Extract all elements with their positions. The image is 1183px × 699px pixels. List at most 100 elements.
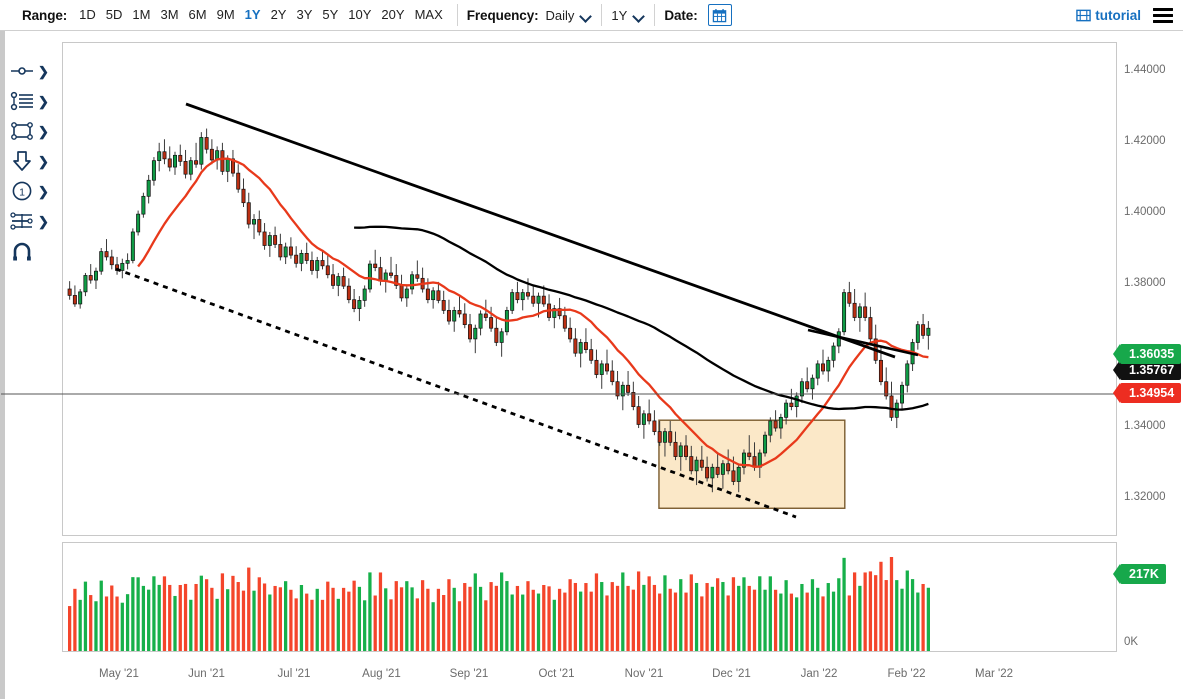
volume-bar	[131, 577, 135, 651]
date-label: Date:	[664, 7, 698, 23]
volume-bar	[837, 578, 841, 651]
short-trendline[interactable]	[807, 328, 919, 357]
candle-body	[557, 308, 562, 317]
magnet-tool[interactable]	[8, 238, 58, 264]
range-button-5y[interactable]: 5Y	[322, 7, 339, 22]
candle-body	[325, 265, 330, 276]
volume-bar	[531, 589, 535, 651]
candle-body	[157, 151, 162, 162]
candle-body	[294, 254, 299, 264]
arrow-tool[interactable]: ❯	[8, 148, 58, 174]
volume-bar	[294, 598, 298, 651]
candle-body	[494, 327, 499, 343]
candle-body	[151, 160, 156, 181]
range-button-1m[interactable]: 1M	[132, 7, 151, 22]
volume-bar	[605, 595, 609, 651]
range-button-10y[interactable]: 10Y	[348, 7, 372, 22]
volume-bar	[478, 586, 483, 651]
upper-descending-trendline[interactable]	[185, 102, 896, 359]
volume-bar	[320, 599, 325, 651]
candle-body	[589, 349, 594, 361]
volume-bar	[426, 588, 430, 651]
volume-bar	[579, 591, 583, 651]
volume-bar	[689, 574, 693, 651]
date-tick-label: Oct '21	[538, 668, 575, 680]
volume-bar	[168, 584, 172, 651]
chevron-right-icon: ❯	[38, 63, 49, 79]
range-button-1d[interactable]: 1D	[79, 7, 96, 22]
candle-body	[441, 300, 446, 311]
text-annotation-tool[interactable]: ❯	[8, 88, 58, 114]
volume-axis[interactable]: 217K 0K	[1113, 542, 1183, 652]
svg-text:1: 1	[19, 186, 25, 198]
candle-body	[473, 327, 478, 340]
frequency-select[interactable]: Daily	[546, 8, 593, 23]
candle-body	[167, 158, 172, 168]
volume-bar	[763, 589, 767, 651]
volume-bar	[226, 589, 230, 651]
candle-body	[67, 288, 72, 296]
range-button-1y[interactable]: 1Y	[244, 7, 261, 22]
hamburger-icon[interactable]	[1153, 7, 1173, 23]
candle-body	[336, 276, 341, 286]
range-button-2y[interactable]: 2Y	[270, 7, 287, 22]
film-icon	[1076, 9, 1092, 21]
candle-body	[626, 384, 631, 393]
volume-bar	[621, 572, 625, 651]
number-marker-tool[interactable]: 1 ❯	[8, 178, 58, 204]
volume-bar	[357, 586, 362, 651]
candle-body	[763, 434, 768, 454]
candle-body	[784, 402, 789, 418]
candle-body	[657, 431, 662, 443]
volume-bar	[758, 576, 762, 651]
volume-chart-panel[interactable]	[62, 542, 1117, 652]
frequency-label: Frequency:	[466, 7, 539, 23]
range-button-9m[interactable]: 9M	[216, 7, 235, 22]
volume-bar	[726, 595, 730, 651]
volume-bar	[210, 587, 214, 651]
volume-bar	[852, 572, 857, 651]
volume-bar	[89, 595, 93, 651]
candle-body	[104, 251, 109, 258]
chevron-right-icon: ❯	[38, 93, 49, 109]
volume-bar	[257, 577, 261, 651]
candle-body	[109, 256, 114, 266]
lower-descending-trendline[interactable]	[115, 267, 797, 519]
range-button-3y[interactable]: 3Y	[296, 7, 313, 22]
volume-bar	[905, 570, 909, 651]
volume-bar	[373, 595, 377, 651]
toolbar-divider-1	[456, 4, 458, 26]
volume-bar	[510, 594, 514, 651]
range-button-max[interactable]: MAX	[414, 7, 443, 22]
range-button-5d[interactable]: 5D	[105, 7, 123, 22]
hidden-price-tag: 1.35767	[1113, 360, 1182, 381]
candle-body	[331, 274, 336, 286]
candle-body	[652, 420, 657, 432]
line-tool[interactable]: ❯	[8, 58, 58, 84]
calendar-icon[interactable]	[707, 4, 732, 26]
volume-bar	[515, 585, 520, 651]
range-button-3m[interactable]: 3M	[160, 7, 179, 22]
left-scroll-strip[interactable]	[0, 31, 5, 699]
range-button-6m[interactable]: 6M	[188, 7, 207, 22]
volume-bar	[452, 587, 456, 651]
candle-body	[357, 300, 362, 309]
volume-bar	[921, 583, 925, 651]
volume-bar	[463, 583, 467, 651]
date-axis[interactable]: May '21 Jun '21 Jul '21 Aug '21 Sep '21 Oct '…	[62, 654, 1117, 694]
candle-body	[826, 359, 831, 372]
candle-body	[257, 219, 262, 233]
consolidation-box[interactable]	[658, 419, 846, 509]
tutorial-button[interactable]: tutorial	[1076, 8, 1141, 23]
price-chart-panel[interactable]	[1, 42, 1117, 536]
fibonacci-tool[interactable]: ❯	[8, 208, 58, 234]
candle-body	[778, 416, 783, 429]
rectangle-tool[interactable]: ❯	[8, 118, 58, 144]
candle-body	[831, 345, 836, 361]
range-button-20y[interactable]: 20Y	[381, 7, 405, 22]
price-tick-label: 1.42000	[1124, 134, 1166, 147]
candle-body	[541, 295, 546, 305]
price-axis[interactable]: 1.44000 1.42000 1.40000 1.38000 1.34000 1.320…	[1113, 42, 1183, 536]
period-select[interactable]: 1Y	[611, 8, 645, 23]
volume-bar	[557, 588, 562, 651]
